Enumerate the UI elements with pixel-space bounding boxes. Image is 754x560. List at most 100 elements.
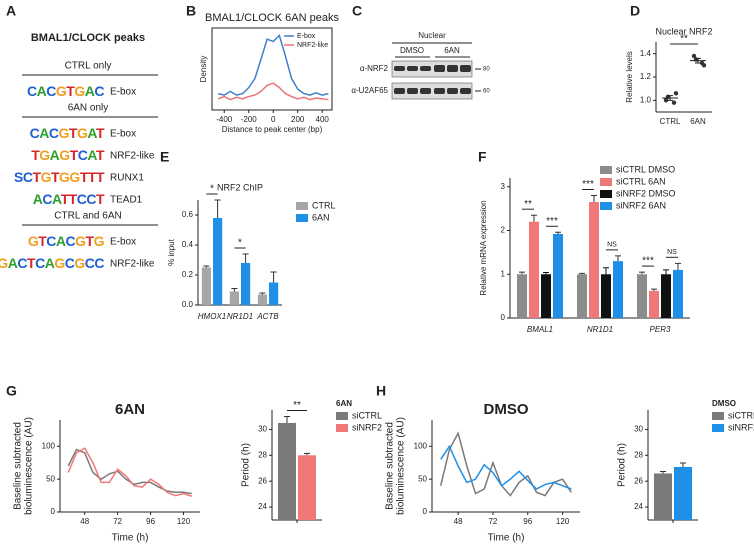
marker-label: 60	[483, 89, 490, 95]
bar	[637, 274, 647, 318]
dot	[701, 63, 707, 68]
panel-label: H	[376, 383, 386, 399]
y-tick-label: 0	[501, 313, 506, 322]
legend-label: siCTRL	[352, 410, 382, 420]
chart-title: NRF2 ChIP	[217, 182, 263, 192]
error-bar	[270, 271, 277, 283]
annotation: NS	[607, 242, 617, 249]
error-bar	[519, 271, 525, 275]
legend-label: siNRF2 DMSO	[616, 188, 676, 198]
x-axis-label: Distance to peak center (bp)	[222, 125, 323, 134]
panel-label: E	[160, 149, 169, 165]
bar	[298, 455, 316, 520]
bar	[201, 267, 211, 305]
blot-strip	[391, 82, 473, 100]
annotation: **	[680, 34, 688, 45]
western-blot: Nuclear DMSO 6AN α-NRF2 α-U2AF65 80 60	[351, 31, 490, 100]
bar	[529, 221, 539, 318]
legend-swatch	[600, 202, 612, 210]
x-tick-label: 48	[454, 517, 463, 526]
bar	[601, 274, 611, 318]
x-axis-label: Time (h)	[112, 533, 149, 544]
legend-title: 6AN	[336, 399, 352, 408]
x-tick-label: -400	[216, 115, 233, 124]
panel-label: A	[6, 3, 16, 19]
y-axis-label: Relative mRNA expression	[479, 200, 488, 295]
legend-swatch	[600, 166, 612, 174]
motif-logo: CACGTGAT	[30, 125, 105, 141]
motif-label: NRF2-like	[110, 259, 155, 270]
y-axis-label: bioluminescence (AU)	[24, 417, 35, 515]
series-line	[67, 448, 192, 495]
panel-label: F	[478, 149, 487, 165]
series-line	[217, 82, 329, 101]
legend-title: DMSO	[712, 399, 736, 408]
y-tick-label: 100	[414, 441, 428, 450]
y-tick-label: 1.0	[640, 95, 652, 104]
chart-title: 6AN	[115, 401, 145, 418]
error-bar	[284, 415, 290, 423]
legend-swatch	[712, 424, 724, 432]
bar	[613, 261, 623, 318]
y-axis-label: Baseline subtracted	[385, 422, 396, 510]
x-tick-label: 120	[556, 517, 570, 526]
dot	[663, 98, 669, 103]
motif-label: RUNX1	[110, 173, 144, 184]
x-axis-label: Time (h)	[488, 533, 525, 544]
motif-label: TEAD1	[110, 195, 143, 206]
motif-label: NRF2-like	[110, 151, 155, 162]
group-name: 6AN only	[68, 103, 109, 114]
x-tick-label: HMOX1	[198, 312, 226, 321]
y-tick-label: 3	[501, 182, 506, 191]
bar	[674, 466, 692, 520]
y-tick-label: 0	[423, 507, 428, 516]
legend-label: siNRF2	[728, 422, 754, 432]
legend-swatch	[712, 412, 724, 420]
y-axis-label: Relative levels	[625, 51, 634, 103]
chart-title: Nuclear NRF2	[655, 26, 712, 36]
legend-swatch	[296, 214, 308, 222]
marker-label: 80	[483, 67, 490, 73]
y-axis-label: Density	[199, 56, 208, 83]
group-name: CTRL only	[65, 61, 112, 72]
bar	[649, 290, 659, 318]
motif-label: E-box	[110, 129, 136, 140]
y-tick-label: 50	[418, 474, 427, 483]
bar	[241, 263, 251, 305]
error-bar	[660, 470, 666, 474]
motif-logo: TGACTCAGCGCC	[0, 255, 104, 271]
error-bar	[615, 255, 621, 262]
panel-label: G	[6, 383, 17, 399]
lane-label: 6AN	[444, 46, 460, 55]
y-tick-label: 0	[51, 507, 56, 516]
legend-label: siNRF2 6AN	[616, 200, 666, 210]
x-tick-label: 0	[271, 115, 276, 124]
y-tick-label: 0.4	[182, 240, 194, 249]
x-tick-label: CTRL	[660, 117, 681, 126]
error-bar	[203, 265, 210, 268]
x-tick-label: BMAL1	[527, 325, 553, 334]
annotation: *	[238, 238, 242, 249]
error-bar	[242, 253, 249, 263]
x-tick-label: 200	[291, 115, 305, 124]
bar	[213, 218, 223, 305]
annotation: ***	[582, 179, 594, 190]
bar	[553, 234, 563, 318]
y-tick-label: 0.0	[182, 300, 194, 309]
error-bar	[651, 288, 657, 291]
error-bar	[603, 267, 609, 275]
y-tick-label: 24	[258, 502, 267, 511]
motif-logo: SCTGTGGTTT	[14, 169, 105, 185]
bands	[394, 65, 471, 94]
motif-title: BMAL1/CLOCK peaks	[31, 32, 145, 44]
error-bar	[555, 231, 561, 234]
y-axis-label: % input	[167, 238, 176, 265]
x-tick-label: ACTB	[256, 312, 279, 321]
legend-swatch	[336, 412, 348, 420]
error-bar	[531, 214, 537, 222]
legend-swatch	[600, 178, 612, 186]
dot	[673, 91, 679, 96]
motif-logo: TGAGTCAT	[31, 147, 105, 163]
legend-label: 6AN	[312, 212, 330, 222]
bar	[517, 274, 527, 318]
